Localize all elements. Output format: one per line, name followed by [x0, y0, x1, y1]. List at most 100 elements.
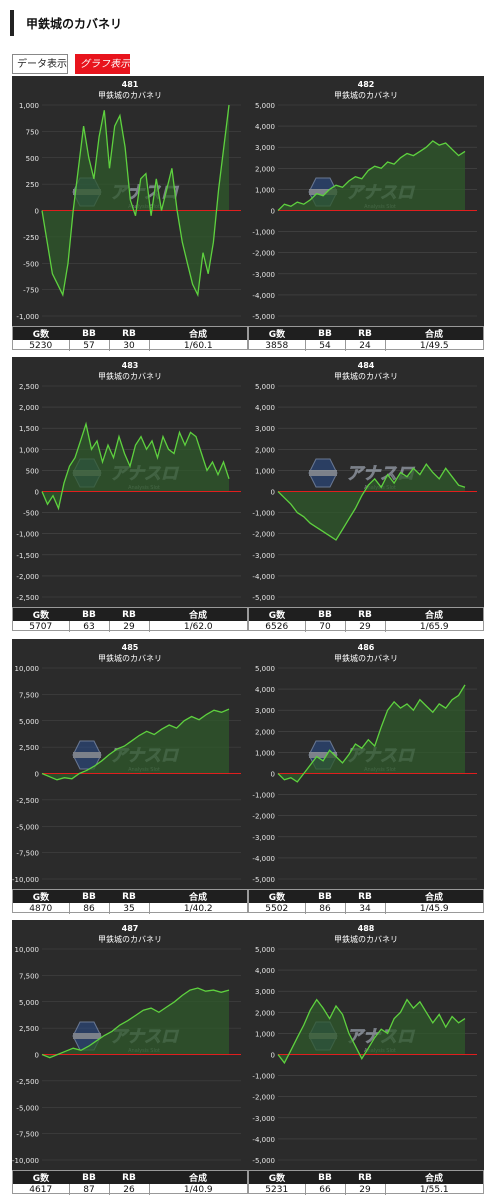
y-tick-label: 0: [271, 208, 275, 216]
y-tick-label: 4,000: [255, 123, 275, 131]
combined-value: 1/60.1: [148, 340, 247, 351]
y-tick-label: -750: [23, 287, 39, 295]
machine-number: 481: [122, 80, 139, 89]
y-tick-label: -10,000: [12, 1157, 39, 1165]
y-tick-label: -2,500: [16, 797, 39, 805]
stats-table: G数 BB RB 合成 3858 54 24 1/49.5: [248, 326, 484, 351]
stats-table: G数 BB RB 合成 6526 70 29 1/65.9: [248, 607, 484, 632]
page-title: 甲鉄城のカバネリ: [26, 17, 123, 31]
chart-panel-482: -5,000 -4,000 -3,000 -2,000 -1,000 0 1,000 2,00…: [248, 76, 484, 351]
y-tick-label: 3,000: [255, 144, 275, 152]
combined-value: 1/40.2: [148, 903, 247, 914]
rb-value: 29: [108, 621, 149, 632]
y-tick-label: -5,000: [252, 594, 275, 602]
y-tick-label: 2,500: [19, 744, 39, 752]
y-tick-label: 10,000: [15, 946, 40, 954]
chart-panel-485: -10,000 -7,500 -5,000 -2,500 0 2,500 5,000 7,50…: [12, 639, 248, 914]
bb-header: BB: [69, 1171, 109, 1184]
stats-table: G数 BB RB 合成 5502 86 34 1/45.9: [248, 889, 484, 914]
rb-value: 29: [344, 1184, 385, 1195]
y-tick-label: 4,000: [255, 404, 275, 412]
chart-svg: -5,000 -4,000 -3,000 -2,000 -1,000 0 1,000 2,00…: [252, 80, 477, 321]
y-tick-label: -5,000: [16, 823, 39, 831]
y-tick-label: 1,000: [19, 102, 39, 110]
games-value: 4870: [29, 903, 53, 914]
y-tick-label: 750: [26, 128, 39, 136]
rb-value: 24: [344, 340, 385, 351]
chart-svg: -5,000 -4,000 -3,000 -2,000 -1,000 0 1,000 2,00…: [252, 643, 477, 884]
games-value: 6526: [265, 621, 289, 632]
games-header: G数: [13, 608, 69, 621]
chart-svg: -2,500 -2,000 -1,500 -1,000 -500 0 500 1,000 1,5…: [16, 361, 241, 602]
bb-header: BB: [305, 1171, 345, 1184]
y-tick-label: -1,000: [252, 792, 275, 800]
y-tick-label: -5,000: [252, 876, 275, 884]
series-area: [278, 684, 465, 782]
y-tick-label: -500: [23, 510, 39, 518]
series-line: [41, 421, 230, 511]
y-tick-label: 5,000: [255, 946, 275, 954]
y-tick-label: 4,000: [255, 967, 275, 975]
y-tick-label: -4,000: [252, 1136, 275, 1144]
chart-panel-483: -2,500 -2,000 -1,500 -1,000 -500 0 500 1,000 1,5…: [12, 357, 248, 632]
chart-panel-488: -5,000 -4,000 -3,000 -2,000 -1,000 0 1,000 2,00…: [248, 920, 484, 1195]
rb-value: 35: [108, 903, 149, 914]
y-tick-label: 2,000: [255, 446, 275, 454]
y-tick-label: -3,000: [252, 552, 275, 560]
rb-header: RB: [345, 608, 385, 621]
bb-header: BB: [305, 608, 345, 621]
games-header: G数: [249, 1171, 305, 1184]
chart-title: 甲鉄城のカバネリ: [98, 90, 162, 100]
combined-header: 合成: [149, 890, 247, 903]
chart-title: 甲鉄城のカバネリ: [334, 653, 398, 663]
machine-number: 483: [122, 361, 139, 370]
bb-value: 54: [304, 340, 345, 351]
games-value: 4617: [29, 1184, 53, 1195]
series-area: [42, 988, 229, 1058]
series-line: [41, 987, 230, 1059]
y-tick-label: 0: [271, 489, 275, 497]
y-tick-label: -7,500: [16, 1131, 39, 1139]
chart-svg: -10,000 -7,500 -5,000 -2,500 0 2,500 5,000 7,50…: [12, 924, 241, 1165]
rb-header: RB: [109, 1171, 149, 1184]
y-tick-label: 2,000: [255, 1009, 275, 1017]
games-header: G数: [249, 327, 305, 340]
machine-number: 487: [122, 924, 139, 933]
y-tick-label: -2,000: [252, 250, 275, 258]
y-tick-label: 1,000: [255, 1030, 275, 1038]
games-header: G数: [13, 1171, 69, 1184]
y-tick-label: -3,000: [252, 834, 275, 842]
y-tick-label: 250: [26, 181, 39, 189]
y-tick-label: 3,000: [255, 707, 275, 715]
y-tick-label: 5,000: [255, 383, 275, 391]
bb-value: 86: [68, 903, 109, 914]
y-tick-label: -10,000: [12, 876, 39, 884]
tab-data-view[interactable]: データ表示: [12, 54, 68, 74]
y-tick-label: 1,500: [19, 425, 39, 433]
rb-value: 34: [344, 903, 385, 914]
y-tick-label: -2,000: [16, 573, 39, 581]
chart-svg: -5,000 -4,000 -3,000 -2,000 -1,000 0 1,000 2,00…: [252, 924, 477, 1165]
y-tick-label: -3,000: [252, 1115, 275, 1123]
y-tick-label: 5,000: [19, 718, 39, 726]
y-tick-label: -2,000: [252, 813, 275, 821]
bb-value: 63: [68, 621, 109, 632]
chart-title: 甲鉄城のカバネリ: [334, 371, 398, 381]
games-header: G数: [249, 608, 305, 621]
y-tick-label: -4,000: [252, 292, 275, 300]
y-tick-label: -1,000: [16, 313, 39, 321]
y-tick-label: -4,000: [252, 573, 275, 581]
rb-header: RB: [345, 1171, 385, 1184]
games-value: 5230: [29, 340, 53, 351]
rb-value: 29: [344, 621, 385, 632]
tab-graph-view[interactable]: グラフ表示: [75, 54, 130, 74]
combined-value: 1/55.1: [384, 1184, 483, 1195]
bb-header: BB: [69, 327, 109, 340]
y-tick-label: 2,000: [255, 728, 275, 736]
y-tick-label: -500: [23, 260, 39, 268]
combined-header: 合成: [385, 890, 483, 903]
chart-title: 甲鉄城のカバネリ: [98, 653, 162, 663]
chart-panel-486: -5,000 -4,000 -3,000 -2,000 -1,000 0 1,000 2,00…: [248, 639, 484, 914]
series-line: [277, 140, 466, 211]
y-tick-label: 0: [35, 208, 39, 216]
